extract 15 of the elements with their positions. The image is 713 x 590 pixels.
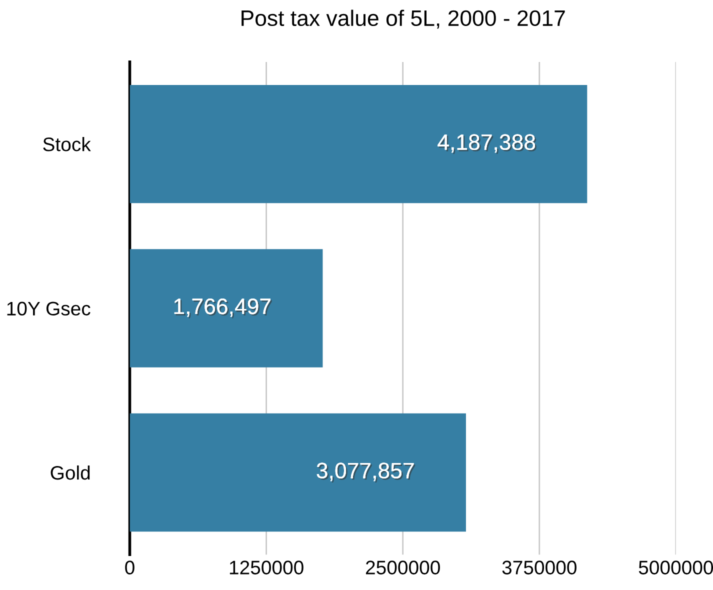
x-tick-label: 1250000 bbox=[230, 560, 304, 574]
data-label: 1,766,497 bbox=[174, 298, 272, 318]
x-tick-label: 3750000 bbox=[502, 560, 576, 574]
bar bbox=[130, 249, 323, 368]
data-label: 3,077,857 bbox=[316, 462, 416, 482]
chart-title: Post tax value of 5L, 2000 - 2017 bbox=[242, 10, 565, 29]
y-tick-label: Stock bbox=[43, 137, 91, 152]
data-label: 4,187,388 bbox=[438, 134, 536, 154]
y-tick-label: Gold bbox=[50, 465, 90, 480]
x-tick-label: 2500000 bbox=[366, 560, 440, 574]
y-tick-label: 10Y Gsec bbox=[7, 302, 90, 316]
bar bbox=[130, 84, 588, 204]
x-tick-label: 0 bbox=[125, 560, 134, 574]
x-tick-label: 5000000 bbox=[638, 560, 713, 574]
bar bbox=[130, 413, 466, 532]
